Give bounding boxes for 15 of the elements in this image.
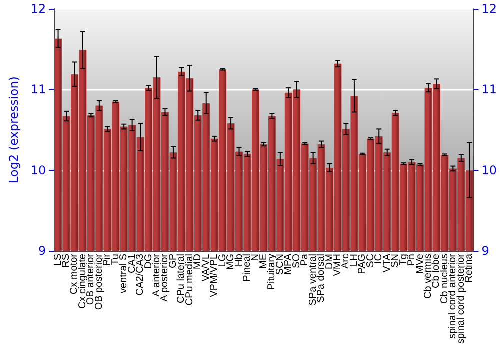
y2-tick-label: 9 (482, 244, 490, 258)
x-tick-label: spinal cord posterior (456, 253, 467, 344)
y-tick-label: 9 (38, 244, 46, 258)
y2-tick-label: 12 (482, 2, 498, 16)
x-tick-label: Pituitary (266, 254, 278, 290)
y2-tick-label: 11 (482, 82, 498, 97)
y-tick-label: 12 (30, 2, 46, 16)
x-tick-label: Retina (464, 254, 476, 283)
x-tick-label: ME (258, 254, 270, 269)
y-tick-label: 11 (30, 82, 46, 97)
x-tick-label: OB posterior (94, 253, 105, 310)
y2-tick-label: 10 (482, 163, 498, 178)
y-axis-title: Log2 (expression) (7, 76, 21, 184)
x-tick-label: Tg (398, 254, 410, 266)
y-tick-label: 10 (30, 163, 46, 178)
